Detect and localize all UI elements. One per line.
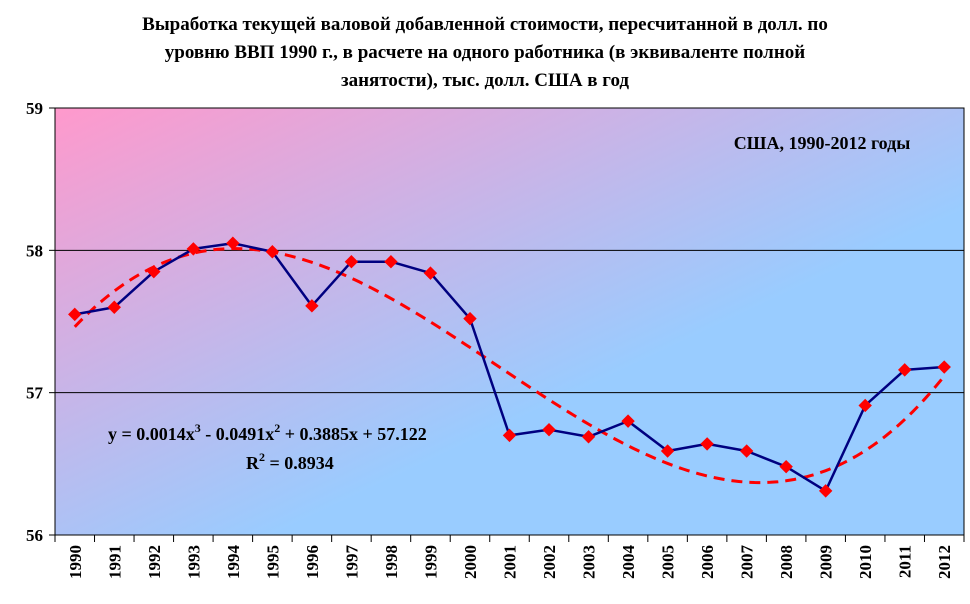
x-tick-label-2005: 2005 — [659, 545, 678, 579]
chart-title-line-3: занятости), тыс. долл. США в год — [341, 70, 629, 91]
x-tick-label-2008: 2008 — [777, 545, 796, 579]
data-point-2005 — [660, 444, 675, 458]
x-tick-label-2003: 2003 — [580, 545, 599, 579]
x-tick-label-1994: 1994 — [224, 545, 243, 580]
chart-title-line-2: уровню ВВП 1990 г., в расчете на одного … — [165, 42, 806, 63]
x-tick-label-2010: 2010 — [856, 545, 875, 579]
data-point-2004 — [621, 414, 635, 428]
equation-part-1: y = 0.0014x — [108, 424, 195, 444]
plot-border — [54, 107, 965, 536]
data-point-2010 — [858, 398, 872, 413]
plot-area — [55, 108, 964, 535]
x-tick-label-1998: 1998 — [382, 545, 401, 579]
y-tick-label-57: 57 — [26, 384, 44, 403]
x-tick-label-2011: 2011 — [896, 545, 915, 578]
x-tick-label-2009: 2009 — [817, 545, 836, 579]
x-tick-label-1991: 1991 — [105, 545, 124, 579]
r2-value: = 0.8934 — [265, 453, 334, 473]
data-point-2009 — [818, 484, 833, 498]
y-tick-label-56: 56 — [26, 526, 43, 545]
axes: 56 57 58 59 1990 1991 1992 1993 1994 1995 1996 1997… — [26, 99, 965, 580]
r2-exponent: 2 — [259, 450, 265, 464]
data-point-1998 — [384, 255, 398, 269]
equation-exponent-2: 2 — [274, 421, 280, 435]
equation-part-3: + 0.3885x + 57.122 — [280, 424, 427, 444]
trendline-equation: y = 0.0014x3 - 0.0491x2 + 0.3885x + 57.1… — [108, 421, 427, 444]
chart-title-line-1: Выработка текущей валовой добавленной ст… — [142, 14, 828, 35]
x-tick-label-1999: 1999 — [421, 545, 440, 579]
chart-annotation: США, 1990-2012 годы — [734, 133, 911, 153]
equation-part-2: - 0.0491x — [201, 424, 275, 444]
x-tick-label-1990: 1990 — [66, 545, 85, 579]
x-tick-label-2002: 2002 — [540, 545, 559, 579]
y-tick-label-58: 58 — [26, 241, 43, 260]
data-point-1995 — [265, 245, 280, 259]
data-point-1992 — [147, 264, 161, 279]
x-tick-label-2007: 2007 — [738, 545, 757, 580]
trendline-r2: R2 = 0.8934 — [246, 450, 334, 473]
x-tick-label-2004: 2004 — [619, 545, 638, 580]
y-tick-label-59: 59 — [26, 99, 43, 118]
data-point-2003 — [581, 430, 596, 444]
data-point-2000 — [463, 311, 477, 326]
data-point-1996 — [305, 299, 319, 313]
data-point-2011 — [898, 363, 912, 377]
r2-label: R — [246, 453, 260, 473]
data-point-2008 — [779, 459, 793, 474]
data-point-2001 — [502, 428, 517, 443]
data-point-2002 — [542, 422, 556, 437]
x-tick-label-2001: 2001 — [501, 545, 520, 579]
x-tick-label-2012: 2012 — [935, 545, 954, 579]
data-point-1999 — [423, 266, 438, 280]
data-point-2007 — [739, 444, 754, 458]
x-tick-label-1996: 1996 — [303, 545, 322, 579]
data-point-2012 — [937, 360, 951, 374]
data-point-1990 — [68, 307, 82, 322]
series-layer — [68, 236, 951, 498]
x-tick-label-2000: 2000 — [461, 545, 480, 579]
data-point-2006 — [700, 437, 714, 451]
data-point-1994 — [226, 236, 240, 250]
data-point-1991 — [107, 300, 121, 314]
x-tick-label-1993: 1993 — [184, 545, 203, 579]
gridlines — [55, 249, 964, 394]
x-tick-label-2006: 2006 — [698, 545, 717, 579]
x-tick-label-1997: 1997 — [342, 545, 361, 580]
x-tick-label-1992: 1992 — [145, 545, 164, 579]
data-point-1993 — [186, 242, 201, 256]
equation-exponent-3: 3 — [195, 421, 201, 435]
x-tick-label-1995: 1995 — [263, 545, 282, 579]
data-point-1997 — [344, 255, 359, 269]
trendline-curve — [73, 247, 946, 485]
